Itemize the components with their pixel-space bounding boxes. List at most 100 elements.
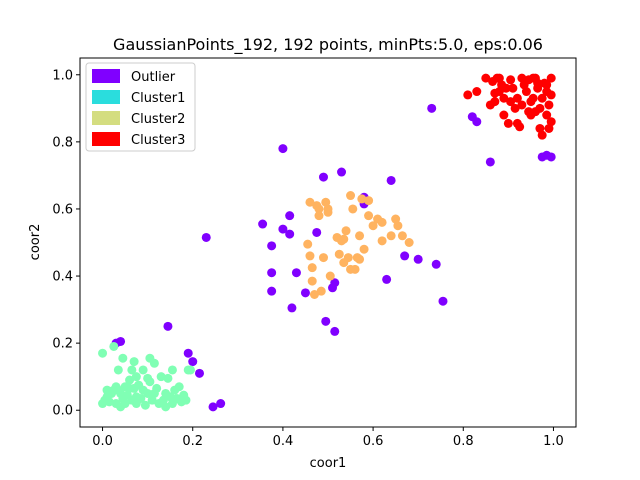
point-cluster2-27 — [355, 254, 365, 264]
point-outlier-31 — [400, 251, 410, 261]
points-layer — [98, 73, 556, 412]
point-cluster2-40 — [364, 196, 374, 206]
point-cluster3-41 — [517, 73, 527, 83]
point-cluster2-5 — [309, 290, 319, 299]
point-cluster1-55 — [185, 365, 195, 375]
point-cluster3-16 — [512, 93, 522, 103]
point-cluster2-30 — [359, 244, 369, 254]
point-cluster1-33 — [143, 388, 153, 398]
point-cluster2-41 — [377, 236, 387, 246]
legend-items: Outlier Cluster1 Cluster2 Cluster3 — [92, 69, 185, 148]
legend-swatch-cluster1 — [92, 90, 120, 104]
point-outlier-6 — [208, 402, 218, 412]
point-cluster2-37 — [393, 221, 403, 231]
point-outlier-30 — [386, 175, 396, 185]
y-tick-label-0: 0.0 — [52, 404, 73, 419]
point-outlier-29 — [382, 274, 392, 284]
point-cluster3-1 — [472, 87, 482, 97]
point-cluster3-47 — [542, 80, 552, 90]
point-cluster3-30 — [537, 93, 547, 103]
point-outlier-15 — [285, 211, 295, 221]
point-cluster2-1 — [305, 197, 315, 207]
legend-swatch-outlier — [92, 69, 120, 83]
point-cluster3-37 — [546, 73, 556, 83]
point-outlier-19 — [300, 288, 310, 298]
point-outlier-22 — [321, 316, 331, 326]
point-outlier-34 — [431, 259, 441, 269]
point-outlier-14 — [278, 224, 288, 234]
point-cluster2-20 — [341, 226, 351, 236]
chart-title: GaussianPoints_192, 192 points, minPts:5… — [113, 35, 543, 55]
x-axis-label: coor1 — [310, 456, 347, 471]
x-tick-label-2: 0.4 — [273, 434, 294, 449]
x-tick-label-5: 1.0 — [543, 434, 564, 449]
point-cluster2-0 — [303, 239, 313, 249]
legend-label-cluster2: Cluster2 — [131, 112, 185, 127]
point-cluster2-38 — [397, 231, 407, 241]
point-outlier-9 — [278, 144, 288, 154]
point-outlier-12 — [267, 268, 277, 278]
point-cluster3-11 — [501, 83, 511, 93]
y-tick-label-5: 1.0 — [52, 68, 73, 83]
point-cluster3-42 — [524, 107, 534, 117]
point-cluster3-9 — [499, 110, 509, 120]
point-cluster2-22 — [346, 191, 356, 201]
point-outlier-37 — [472, 117, 482, 127]
point-cluster3-45 — [506, 97, 516, 107]
y-tick-label-3: 0.6 — [52, 202, 73, 217]
point-cluster2-7 — [314, 211, 324, 221]
point-cluster2-10 — [318, 253, 328, 263]
y-tick-label-2: 0.4 — [52, 270, 73, 285]
point-outlier-3 — [183, 348, 193, 358]
legend-box — [85, 62, 196, 152]
point-cluster1-32 — [140, 400, 150, 410]
point-cluster1-56 — [125, 375, 135, 385]
point-cluster3-44 — [526, 97, 536, 107]
plot-frame — [79, 57, 577, 428]
point-cluster3-40 — [512, 118, 522, 128]
y-axis-label: coor2 — [28, 224, 43, 261]
point-cluster3-2 — [481, 73, 491, 83]
point-outlier-1 — [116, 336, 126, 346]
point-cluster1-57 — [143, 373, 153, 383]
point-cluster2-34 — [377, 217, 387, 227]
point-outlier-20 — [312, 227, 322, 237]
point-cluster2-2 — [305, 251, 315, 261]
x-tick-label-4: 0.8 — [453, 434, 474, 449]
point-outlier-4 — [188, 357, 198, 367]
x-tick-label-0: 0.0 — [92, 434, 113, 449]
point-cluster3-28 — [535, 103, 545, 113]
point-outlier-11 — [267, 241, 277, 251]
legend: Outlier Cluster1 Cluster2 Cluster3 — [85, 62, 196, 152]
point-cluster2-4 — [307, 276, 317, 286]
point-outlier-10 — [258, 219, 268, 229]
point-cluster1-37 — [149, 358, 159, 368]
point-cluster2-3 — [307, 263, 317, 273]
point-cluster2-9 — [316, 286, 326, 296]
x-tick-label-3: 0.6 — [363, 434, 384, 449]
point-cluster1-11 — [113, 365, 123, 375]
point-outlier-16 — [285, 229, 295, 239]
point-cluster2-25 — [350, 264, 360, 274]
point-cluster1-58 — [161, 402, 171, 412]
point-cluster1-41 — [156, 372, 166, 382]
point-cluster1-29 — [136, 393, 146, 403]
point-outlier-25 — [330, 278, 340, 288]
point-outlier-13 — [267, 286, 277, 296]
point-cluster1-23 — [129, 357, 139, 367]
point-cluster1-39 — [152, 383, 162, 393]
legend-swatch-cluster3 — [92, 132, 120, 146]
point-cluster2-29 — [357, 194, 367, 204]
point-cluster1-53 — [181, 395, 191, 405]
legend-label-cluster1: Cluster1 — [131, 91, 185, 106]
point-cluster3-46 — [530, 73, 540, 83]
point-cluster1-46 — [167, 365, 177, 375]
point-cluster1-21 — [127, 365, 137, 375]
point-outlier-2 — [163, 321, 173, 331]
point-cluster2-13 — [323, 204, 333, 214]
y-ticks: 0.0 0.2 0.4 0.6 0.8 1.0 — [52, 68, 80, 419]
point-cluster3-35 — [544, 100, 554, 110]
point-outlier-24 — [330, 326, 340, 336]
